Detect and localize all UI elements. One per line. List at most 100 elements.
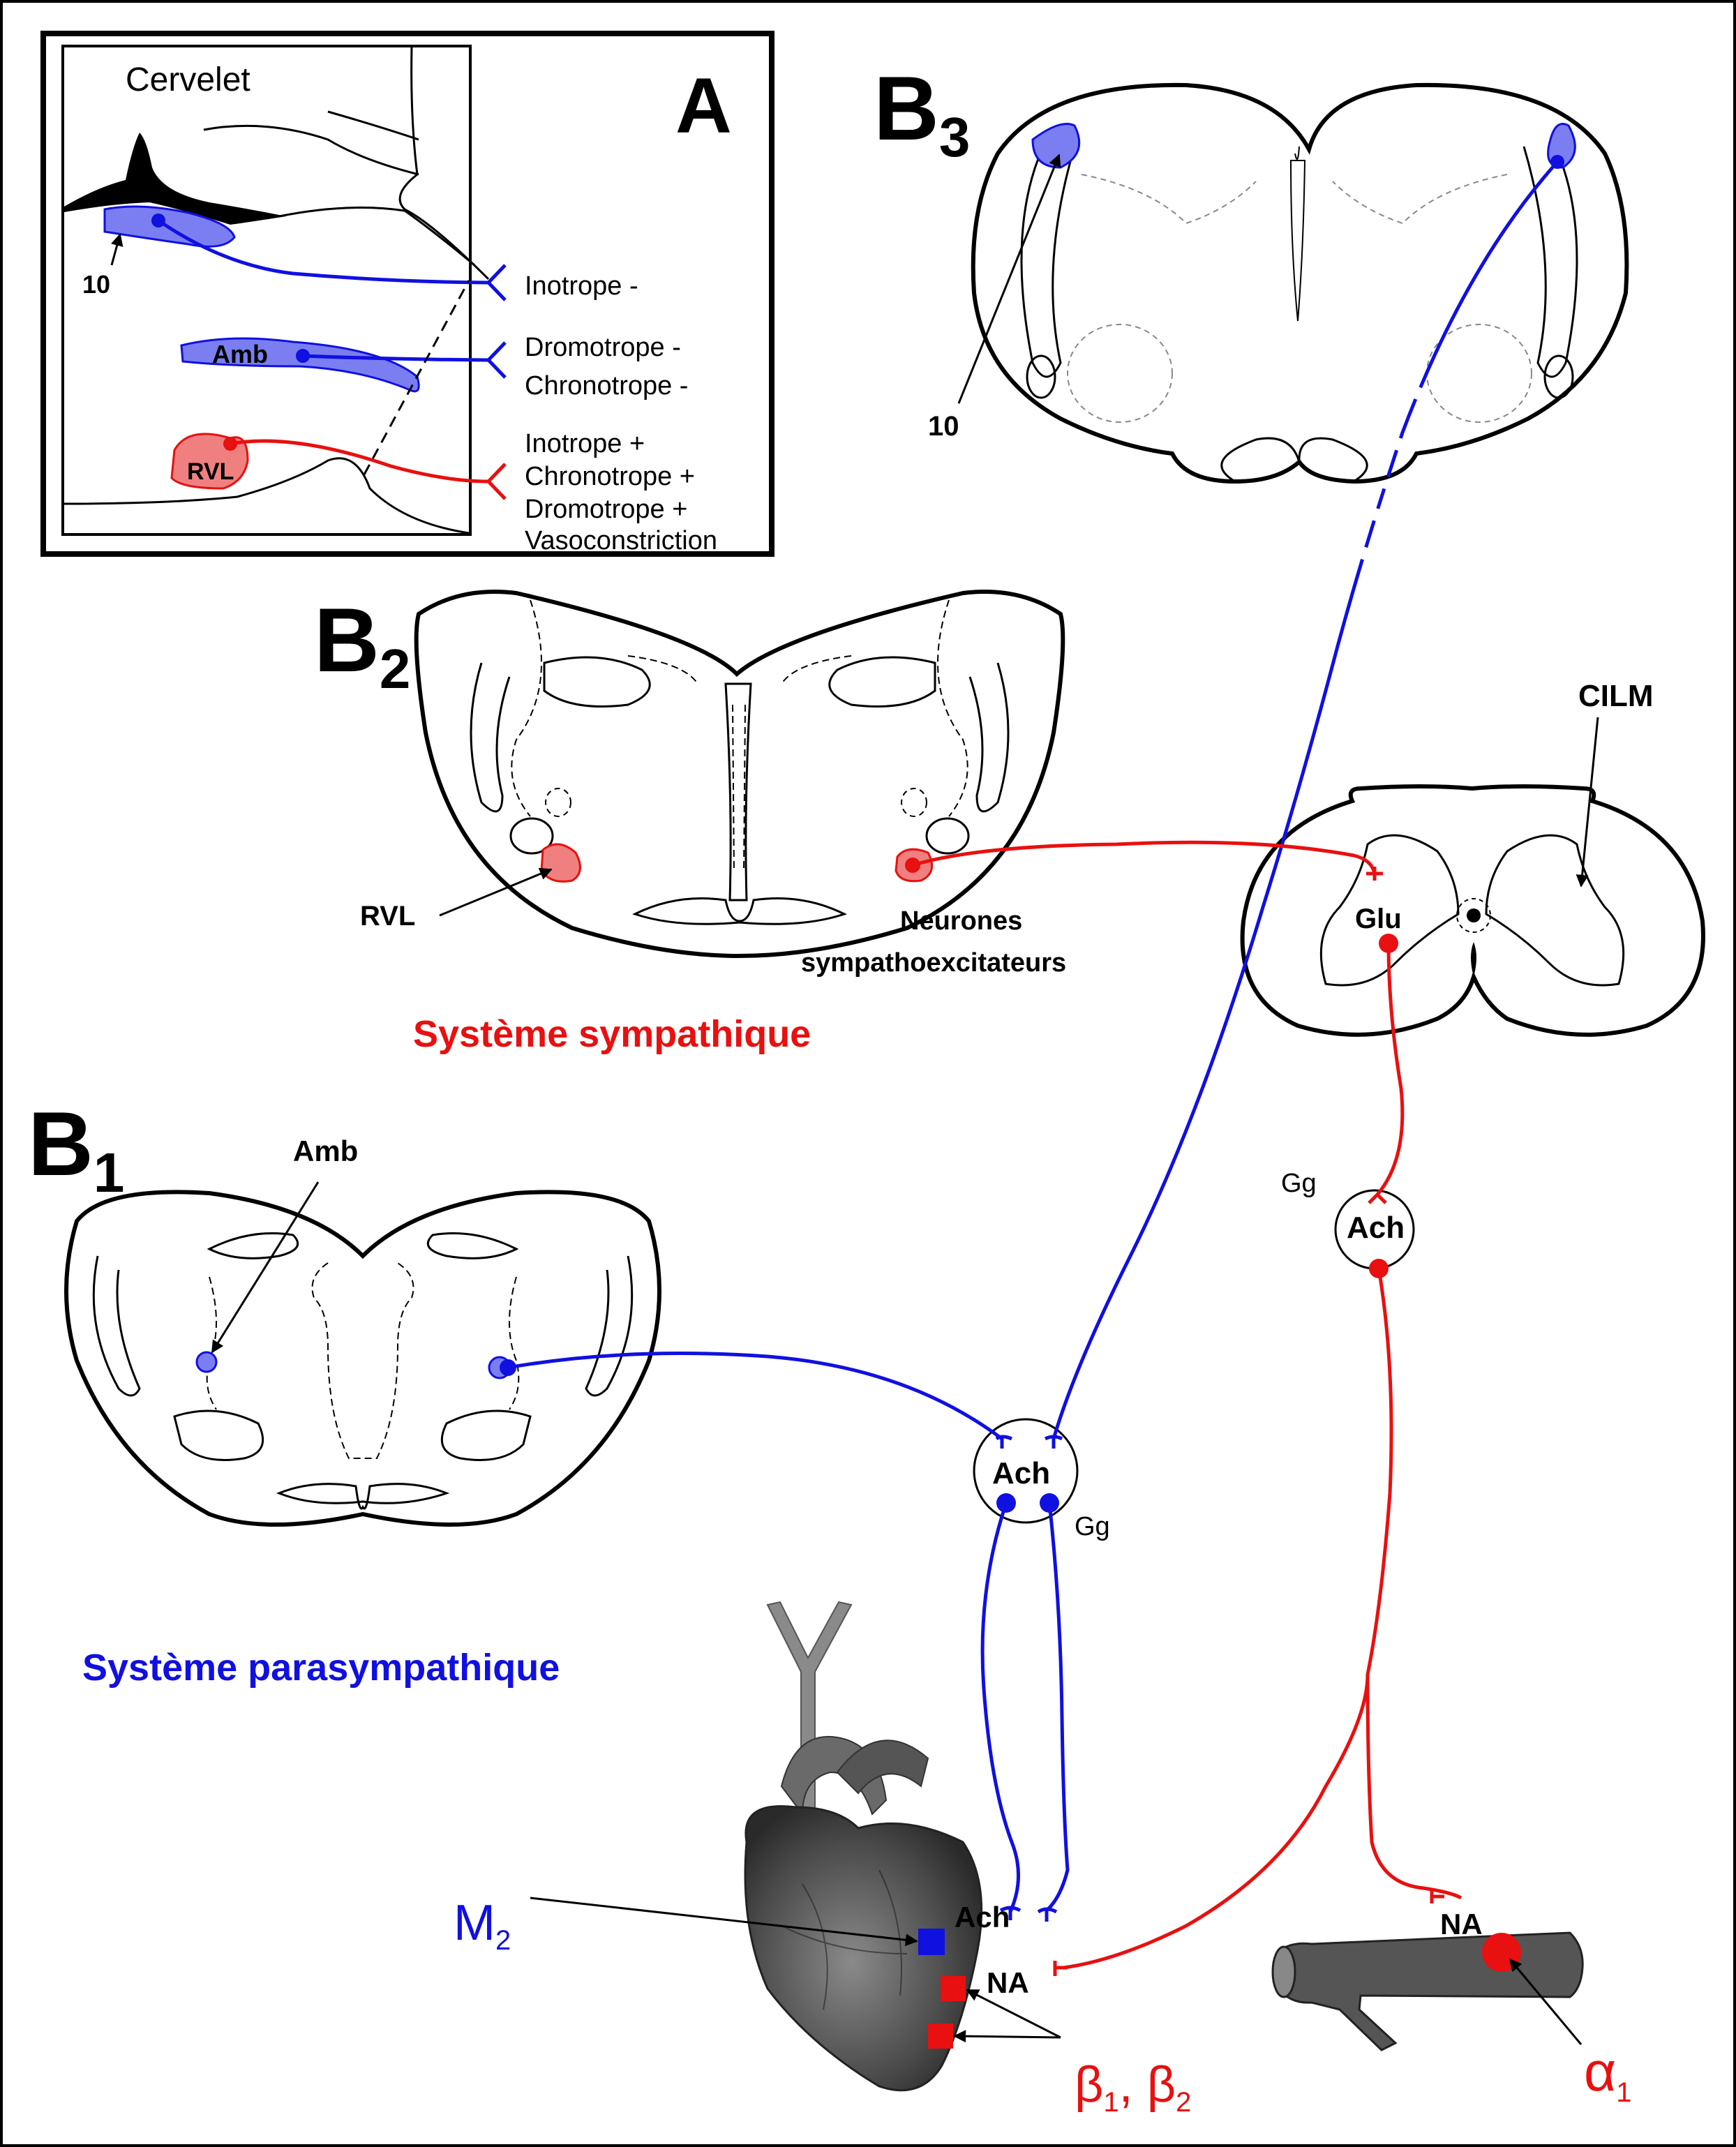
b2-dashed-small-left [545, 788, 571, 817]
cerebellum-contour [203, 124, 419, 176]
spinal-label-glu: Glu [1355, 904, 1402, 934]
panel-a-axon-rvl [230, 439, 489, 484]
b2-dashed-small-right [901, 788, 927, 817]
b3-pyramid-left [1220, 437, 1301, 483]
b2-midline-dashed [732, 704, 746, 873]
b2-dashed-right [781, 599, 968, 817]
ventricle-floor [278, 207, 475, 267]
vessel-alpha-arrow [1509, 1958, 1582, 2045]
cardiac-symp-terminal [1053, 1961, 1068, 1976]
b2-tract-left [470, 662, 511, 813]
preganglionic-fiber [1376, 943, 1405, 1196]
panel-a-nucleus-amb [180, 337, 420, 393]
panel-a-effect-red-1: Chronotrope + [525, 462, 695, 491]
b3-small-oval-left [1026, 354, 1056, 399]
symp-ganglion-gg: Gg [1281, 1169, 1317, 1198]
panel-a-effect-red-0: Inotrope + [525, 429, 645, 458]
b3-olive-left [1067, 324, 1173, 423]
b1-ellipse-right-top [426, 1232, 519, 1259]
b1-tract-left [92, 1255, 141, 1397]
panel-b2-letter: B2 [314, 589, 410, 700]
panel-a: 10 Cervelet A Amb RVL Inotrope - Dromotr… [40, 31, 775, 557]
para-ganglion-gg: Gg [1075, 1512, 1110, 1541]
b2-ellipse-left [543, 656, 651, 708]
b2-label-neurones-1: sympathoexcitateurs [801, 948, 1066, 978]
b2-small-oval-left [509, 817, 554, 855]
heart-beta-receptor-1 [941, 1976, 966, 2001]
panel-b3-subscript: 3 [939, 106, 971, 168]
panel-a-effect-red-2: Dromotrope + [525, 495, 687, 524]
postganglionic-fiber-vessel [1365, 1674, 1462, 1900]
heart-body [744, 1805, 983, 2092]
b1-medulla-outline [64, 1190, 661, 1527]
b3-tract-left [1020, 139, 1076, 378]
heart-label-m2: M2 [454, 1895, 511, 1956]
heart-beta-arrow-1 [966, 1989, 1061, 2039]
heart-m2-arrow [530, 1897, 918, 1947]
blood-vessel [1271, 1931, 1584, 2051]
sympathetic-system-label: Système sympathique [413, 1013, 811, 1055]
heart-label-beta: β1, β2 [1075, 2057, 1191, 2118]
panel-a-inner-frame [61, 45, 472, 536]
sympathetic-ganglion: Ach Gg [1281, 1169, 1415, 1278]
b1-dashed-right [509, 1276, 520, 1410]
b1-tract-right [585, 1255, 634, 1397]
panel-b1-letter: B1 [28, 1093, 124, 1204]
panel-a-axon-10 [157, 218, 489, 285]
b3-small-oval-right [1543, 354, 1574, 399]
panel-a-label-cervelet: Cervelet [126, 61, 250, 98]
heart-beta-arrow-2 [953, 2030, 1061, 2043]
b3-tract-right [1522, 139, 1578, 378]
b1-nucleus-amb-left [195, 1351, 218, 1373]
b1-ellipse-left-top [207, 1232, 299, 1259]
panel-a-terminal-blue-2 [487, 341, 507, 379]
panel-b2-subscript: 2 [380, 638, 411, 700]
heart-label-beta1-sub: 1 [1103, 2087, 1118, 2118]
panel-a-effect-red-3: Vasoconstriction [525, 526, 717, 555]
vagal-terminal-2 [1037, 1907, 1058, 1922]
rvl-terminal [1366, 867, 1383, 881]
b2-dashed-left [511, 599, 698, 817]
vessel-label-alpha: α1 [1584, 2040, 1632, 2108]
rvl-bulbospinal-fiber [912, 840, 1377, 874]
heart-aorta [836, 1740, 929, 1795]
panel-a-frame [40, 31, 775, 557]
panel-b3: B3 10 [874, 57, 1629, 484]
spinal-cord-central-canal [1467, 908, 1481, 922]
heart-label-m2-sub: 2 [495, 1925, 511, 1956]
vagal-fiber-b1 [507, 1352, 1003, 1441]
vessel-label-na: NA [1440, 1908, 1483, 1940]
vessel-symp-terminal [1430, 1890, 1444, 1903]
panel-a-effect-blue-2: Chronotrope - [525, 371, 688, 401]
heart-label-ach: Ach [955, 1901, 1010, 1933]
b1-pyramid [276, 1483, 450, 1510]
panel-b2: B2 RVL Neurones sympathoexcitateurs [314, 589, 1066, 978]
heart-label-beta2-sub: 2 [1176, 2087, 1191, 2118]
b1-label-amb: Amb [293, 1135, 358, 1167]
b3-10-arrow [957, 154, 1061, 404]
b3-dashed-contour-left [1081, 174, 1257, 225]
vessel-label-alpha-sub: 1 [1616, 2077, 1631, 2108]
panel-a-letter: A [675, 62, 732, 149]
b1-amb-arrow [211, 1181, 320, 1354]
b3-midline [1289, 146, 1306, 322]
panel-b1-subscript: 1 [93, 1142, 125, 1204]
b3-pyramid-right [1298, 437, 1368, 483]
b2-label-neurones-0: Neurones [900, 906, 1022, 936]
spinal-cilm-arrow [1576, 717, 1599, 888]
panel-a-dashed-line [363, 280, 470, 475]
vessel-lumen [1271, 1945, 1296, 1998]
heart-label-na: NA [987, 1966, 1029, 1999]
panel-a-label-amb: Amb [212, 340, 268, 368]
vagal-postganglionic-2 [1045, 1502, 1070, 1912]
b2-pyramid [632, 897, 847, 925]
panel-a-terminal-red [487, 463, 507, 500]
panel-a-ventral-contour [63, 457, 470, 534]
spinal-cord-canal-ring [1456, 898, 1491, 933]
b1-oval-right-bottom [440, 1409, 532, 1461]
panel-b3-letter: B3 [874, 57, 970, 168]
symp-ganglion-terminal [1368, 1193, 1387, 1204]
b3-nucleus-10-left [1031, 123, 1081, 169]
b3-label-10: 10 [928, 411, 959, 442]
